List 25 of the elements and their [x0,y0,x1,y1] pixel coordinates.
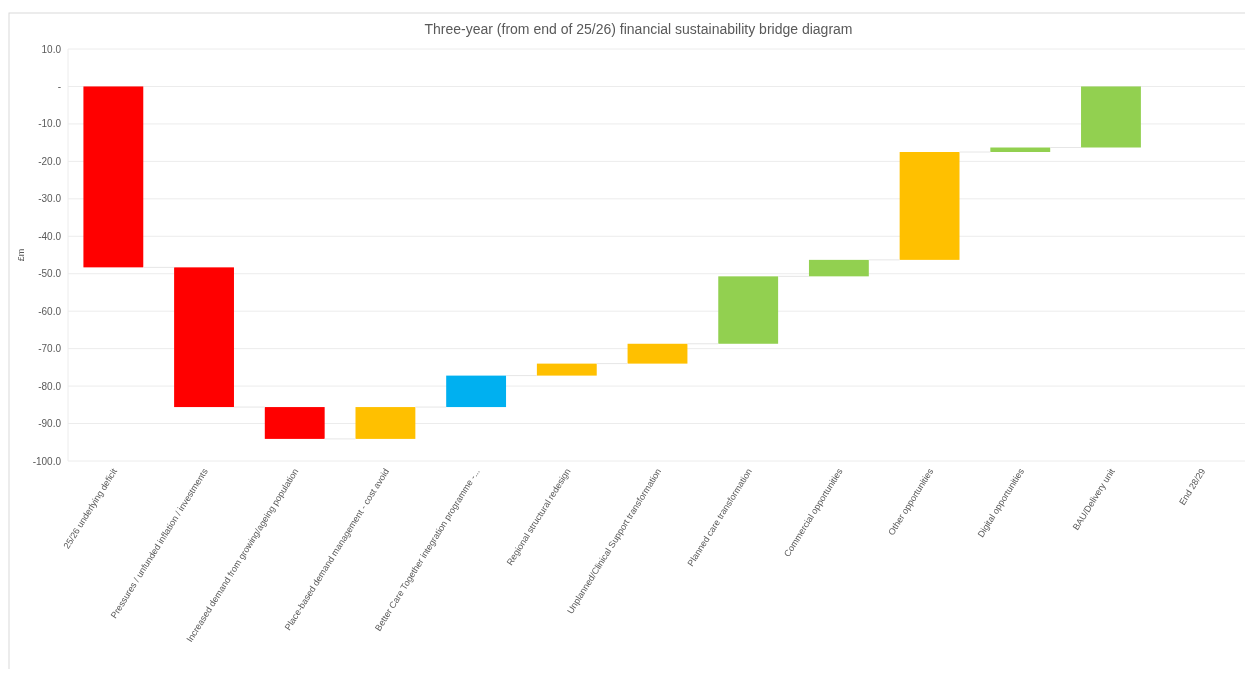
bar [83,86,144,268]
bar [264,407,325,439]
y-tick-label: -20.0 [38,155,62,167]
bar [718,276,779,344]
bar [355,407,416,439]
bar [1081,86,1141,148]
bar [808,259,869,277]
bar [174,267,234,408]
y-tick-label: -80.0 [38,380,62,392]
y-tick-label: -70.0 [38,343,62,355]
bar [627,343,688,364]
y-tick-label: - [57,80,61,92]
y-tick-label: -40.0 [38,230,62,242]
bar [899,152,960,260]
y-tick-label: -60.0 [38,305,62,317]
y-axis-title: £m [16,248,26,262]
y-tick-label: -50.0 [38,268,62,280]
y-tick-label: -100.0 [32,455,62,467]
y-tick-label: -10.0 [38,118,62,130]
bar [446,375,507,408]
y-tick-label: -90.0 [38,418,62,430]
chart-title: Three-year (from end of 25/26) financial sustainability bridge diagram [424,21,853,37]
y-tick-label: -30.0 [38,193,62,205]
y-tick-label: 10.0 [41,43,62,55]
bar [536,363,597,376]
